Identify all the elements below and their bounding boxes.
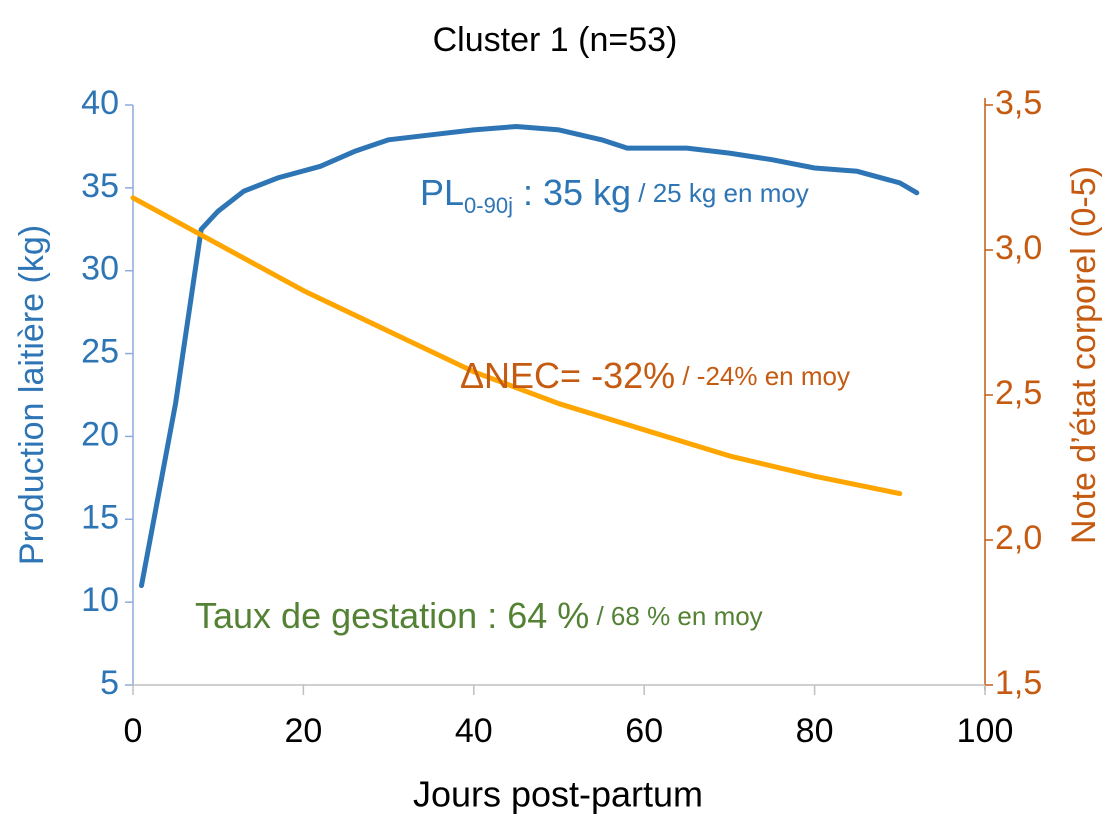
y-tick-label: 30 <box>81 250 119 288</box>
chart-title: Cluster 1 (n=53) <box>433 21 678 59</box>
y2-tick-label: 2,5 <box>995 374 1042 412</box>
y-tick-label: 15 <box>81 498 119 536</box>
x-tick-label: 60 <box>625 712 663 750</box>
x-tick-label: 0 <box>124 712 143 750</box>
y2-tick-label: 2,0 <box>995 519 1042 557</box>
annotation-text: Taux de gestation : 64 % <box>195 595 589 636</box>
y2-axis-label: Note d’état corporel (0-5) <box>1065 166 1103 544</box>
y2-tick-label: 1,5 <box>995 664 1042 702</box>
x-tick-label: 100 <box>957 712 1014 750</box>
x-tick-label: 20 <box>284 712 322 750</box>
annotation-note: / -24% en moy <box>675 361 850 391</box>
annotation-rest: : 35 kg <box>513 172 631 213</box>
y-tick-label: 25 <box>81 333 119 371</box>
annotation-sub: 0-90j <box>464 193 513 218</box>
y2-tick-label: 3,0 <box>995 229 1042 267</box>
y-tick-label: 20 <box>81 415 119 453</box>
x-tick-label: 80 <box>796 712 834 750</box>
y-tick-label: 35 <box>81 167 119 205</box>
series-line <box>130 195 903 497</box>
series-line <box>139 124 920 589</box>
annotation-text: ΔNEC= -32% <box>460 355 675 396</box>
x-axis-label: Jours post-partum <box>413 774 703 815</box>
y2-tick-label: 3,5 <box>995 84 1042 122</box>
annotation: Taux de gestation : 64 % / 68 % en moy <box>195 595 763 636</box>
annotation-text: PL <box>420 172 464 213</box>
annotation: ΔNEC= -32% / -24% en moy <box>460 355 850 396</box>
annotation-note: / 25 kg en moy <box>631 178 809 208</box>
annotation-note: / 68 % en moy <box>589 601 762 631</box>
y-tick-label: 5 <box>100 664 119 702</box>
y-axis-label: Production laitière (kg) <box>13 225 51 565</box>
y-tick-label: 10 <box>81 581 119 619</box>
y-tick-label: 40 <box>81 84 119 122</box>
annotation: PL0-90j : 35 kg / 25 kg en moy <box>420 172 809 218</box>
x-tick-label: 40 <box>455 712 493 750</box>
